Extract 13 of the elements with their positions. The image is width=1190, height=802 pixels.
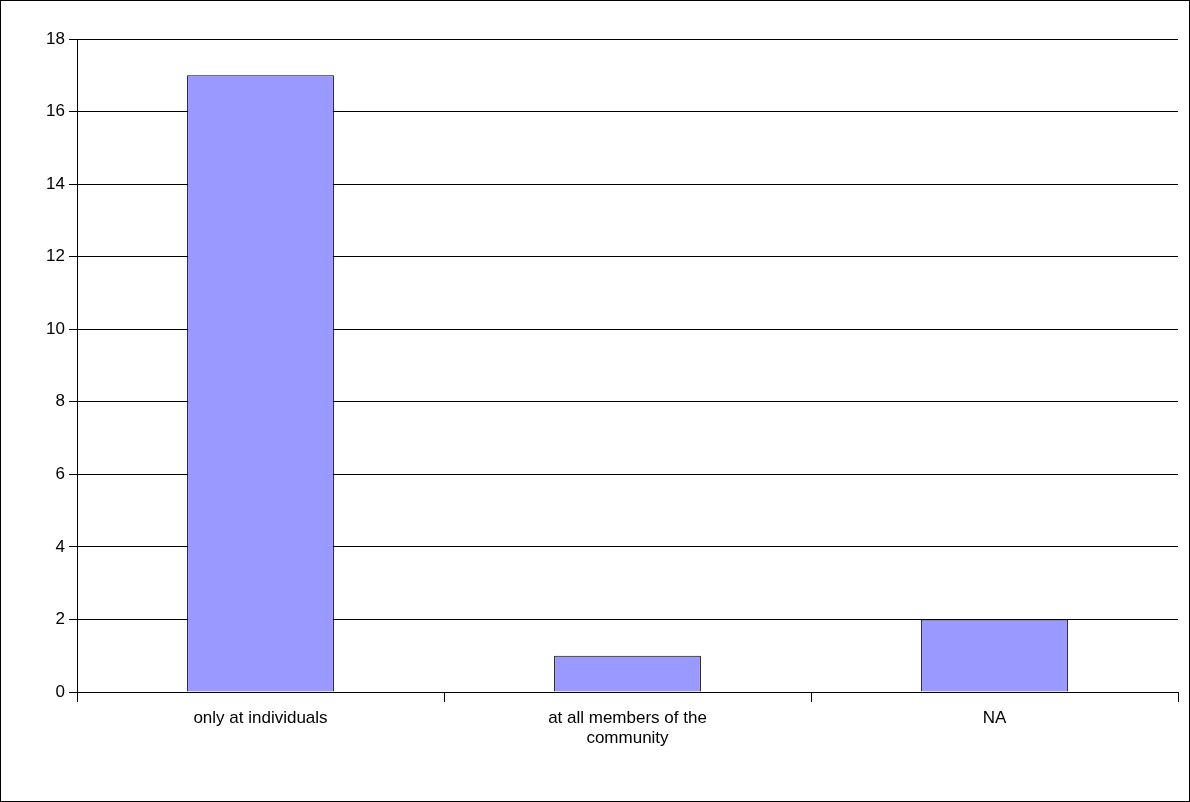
y-tick-label: 6: [55, 464, 65, 484]
y-tick-label: 16: [46, 101, 65, 121]
x-tick-label: only at individuals: [193, 707, 328, 727]
y-tick-label: 8: [55, 391, 65, 411]
y-tick-label: 0: [55, 681, 65, 701]
y-tick-label: 2: [55, 609, 65, 629]
y-tick-label: 14: [46, 173, 65, 193]
x-tick-label: at all members of the community: [548, 707, 707, 748]
y-tick-label: 4: [55, 536, 65, 556]
x-tick-label: NA: [982, 707, 1007, 727]
y-tick-label: 18: [46, 28, 65, 48]
y-tick-label: 10: [46, 318, 65, 338]
y-tick-label: 12: [46, 246, 65, 266]
